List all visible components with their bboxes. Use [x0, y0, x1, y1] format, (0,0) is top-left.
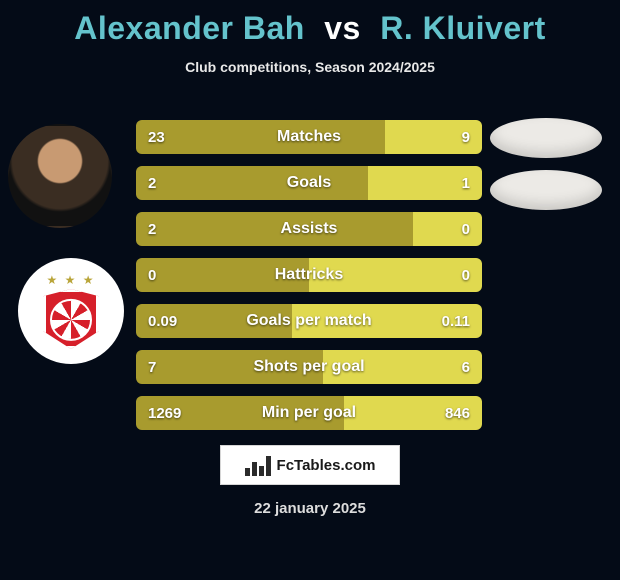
- subtitle: Club competitions, Season 2024/2025: [0, 59, 620, 75]
- stat-label: Min per goal: [136, 396, 482, 430]
- title-player-right: R. Kluivert: [380, 10, 546, 46]
- comparison-bars: 239Matches 21Goals 20Assists 00Hattricks 0.0…: [136, 120, 482, 442]
- stat-label: Goals per match: [136, 304, 482, 338]
- comparison-title: Alexander Bah vs R. Kluivert: [0, 0, 620, 47]
- brand-chart-icon: [245, 454, 271, 476]
- title-player-left: Alexander Bah: [74, 10, 305, 46]
- stat-label: Hattricks: [136, 258, 482, 292]
- stat-row: 21Goals: [136, 166, 482, 200]
- club-stars-icon: ★ ★ ★: [47, 273, 96, 287]
- footer-brand-box: FcTables.com: [220, 445, 400, 485]
- player-right-avatar: [490, 118, 602, 158]
- stat-row: 239Matches: [136, 120, 482, 154]
- stat-label: Goals: [136, 166, 482, 200]
- player-left-avatar: [8, 124, 112, 228]
- stat-row: 76Shots per goal: [136, 350, 482, 384]
- stat-label: Matches: [136, 120, 482, 154]
- stat-label: Shots per goal: [136, 350, 482, 384]
- date-text: 22 january 2025: [0, 500, 620, 517]
- player-right-club-badge: [490, 170, 602, 210]
- stat-row: 20Assists: [136, 212, 482, 246]
- stat-row: 0.090.11Goals per match: [136, 304, 482, 338]
- stat-row: 00Hattricks: [136, 258, 482, 292]
- stat-row: 1269846Min per goal: [136, 396, 482, 430]
- brand-text: FcTables.com: [277, 457, 376, 474]
- title-vs: vs: [324, 10, 361, 46]
- stat-label: Assists: [136, 212, 482, 246]
- club-shield-icon: [43, 289, 99, 349]
- player-left-club-badge: ★ ★ ★: [18, 258, 124, 364]
